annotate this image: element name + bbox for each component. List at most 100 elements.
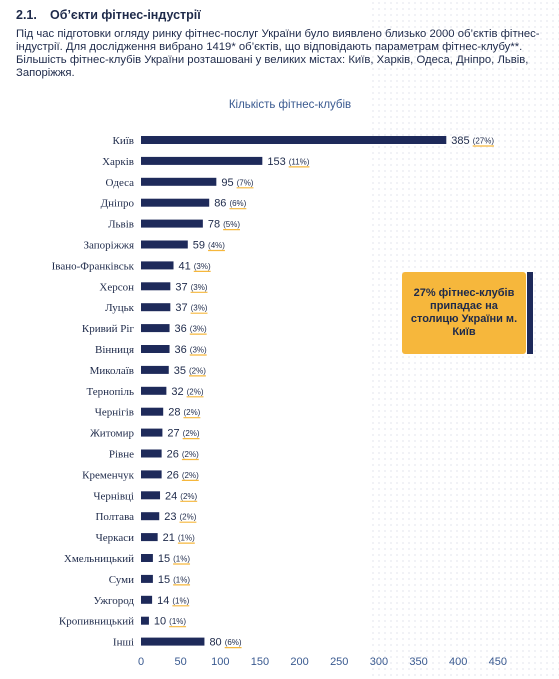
value-label: 14 — [157, 595, 169, 607]
x-tick-label: 0 — [138, 656, 144, 668]
category-label: Черкаси — [96, 532, 134, 544]
value-label: 21 — [163, 532, 175, 544]
category-label: Рівне — [109, 449, 134, 461]
value-label: 26 — [167, 469, 179, 481]
bar — [141, 512, 160, 521]
x-tick-label: 300 — [370, 656, 388, 668]
percent-label: (2%) — [182, 471, 199, 480]
percent-label: (3%) — [191, 304, 208, 313]
x-tick-label: 450 — [489, 656, 507, 668]
value-label: 32 — [171, 386, 183, 398]
bar — [141, 637, 205, 646]
bar — [141, 386, 167, 395]
bar — [141, 449, 162, 458]
category-label: Луцьк — [105, 302, 135, 314]
bar — [141, 219, 203, 228]
category-label: Суми — [109, 574, 134, 586]
category-label: Миколаїв — [90, 365, 134, 377]
percent-label: (2%) — [189, 366, 206, 375]
bar — [141, 345, 170, 353]
percent-label: (4%) — [208, 241, 225, 250]
value-label: 385 — [451, 135, 469, 147]
percent-label: (1%) — [178, 534, 195, 543]
value-label: 37 — [175, 281, 187, 293]
percent-label: (2%) — [183, 429, 200, 438]
percent-label: (27%) — [473, 137, 495, 146]
x-tick-label: 400 — [449, 656, 467, 668]
callout-box: 27% фітнес-клубів припадає на столицю Ук… — [402, 272, 526, 354]
value-label: 80 — [209, 637, 221, 649]
value-label: 37 — [175, 302, 187, 314]
bar — [141, 324, 170, 333]
value-label: 26 — [167, 449, 179, 461]
x-tick-label: 200 — [290, 656, 308, 668]
bar — [141, 554, 153, 562]
category-label: Інші — [113, 637, 134, 649]
category-label: Ужгород — [94, 595, 135, 607]
percent-label: (1%) — [169, 617, 186, 626]
value-label: 28 — [168, 407, 180, 419]
bar — [141, 470, 162, 479]
category-label: Київ — [113, 135, 134, 147]
category-label: Чернівці — [93, 490, 134, 502]
x-tick-label: 250 — [330, 656, 348, 668]
percent-label: (11%) — [289, 157, 310, 166]
category-label: Кременчук — [82, 469, 134, 481]
intro-paragraph: Під час підготовки огляду ринку фітнес-п… — [16, 28, 540, 79]
bar — [141, 407, 164, 416]
bar — [141, 595, 153, 604]
category-label: Харків — [102, 156, 134, 168]
bar — [141, 491, 161, 500]
value-label: 23 — [164, 511, 176, 523]
percent-label: (1%) — [172, 596, 189, 605]
category-label: Івано-Франківськ — [52, 260, 135, 272]
value-label: 36 — [175, 323, 187, 335]
percent-label: (2%) — [180, 492, 197, 501]
category-label: Вінниця — [95, 344, 134, 356]
percent-label: (5%) — [223, 220, 240, 229]
percent-label: (6%) — [225, 638, 242, 647]
percent-label: (3%) — [191, 283, 208, 292]
value-label: 41 — [179, 260, 191, 272]
x-tick-label: 150 — [251, 656, 269, 668]
category-label: Кропивницький — [59, 616, 134, 628]
callout-text: 27% фітнес-клубів припадає на столицю Ук… — [410, 287, 518, 338]
category-label: Чернігів — [95, 407, 134, 419]
value-label: 59 — [193, 240, 205, 252]
category-label: Запоріжжя — [84, 240, 134, 252]
category-label: Полтава — [95, 511, 134, 523]
bar — [141, 533, 158, 542]
value-label: 95 — [221, 177, 233, 189]
value-label: 15 — [158, 574, 170, 586]
percent-label: (3%) — [190, 346, 207, 355]
section-title-text: Об’єкти фітнес-індустрії — [50, 8, 201, 22]
category-label: Тернопіль — [86, 386, 134, 398]
bar — [141, 136, 447, 144]
section-title: 2.1. Об’єкти фітнес-індустрії — [16, 8, 546, 22]
percent-label: (6%) — [229, 199, 246, 208]
bar — [141, 303, 171, 312]
bar — [141, 156, 263, 165]
section-number: 2.1. — [16, 8, 37, 22]
category-label: Хмельницький — [64, 553, 134, 565]
percent-label: (1%) — [173, 575, 190, 584]
category-label: Житомир — [90, 428, 135, 440]
category-label: Дніпро — [101, 198, 135, 210]
bar — [141, 177, 217, 186]
category-label: Кривий Ріг — [82, 323, 135, 335]
bar — [141, 428, 163, 437]
chart-title: Кількість фітнес-клубів — [228, 99, 352, 111]
bar — [141, 365, 169, 374]
callout-accent-bar — [527, 272, 533, 354]
x-tick-label: 350 — [409, 656, 427, 668]
value-label: 15 — [158, 553, 170, 565]
percent-label: (3%) — [194, 262, 211, 271]
value-label: 35 — [174, 365, 186, 377]
value-label: 24 — [165, 490, 177, 502]
x-tick-label: 50 — [175, 656, 187, 668]
x-tick-label: 100 — [211, 656, 229, 668]
percent-label: (2%) — [179, 513, 196, 522]
percent-label: (7%) — [237, 178, 254, 187]
category-label: Львів — [108, 219, 134, 231]
